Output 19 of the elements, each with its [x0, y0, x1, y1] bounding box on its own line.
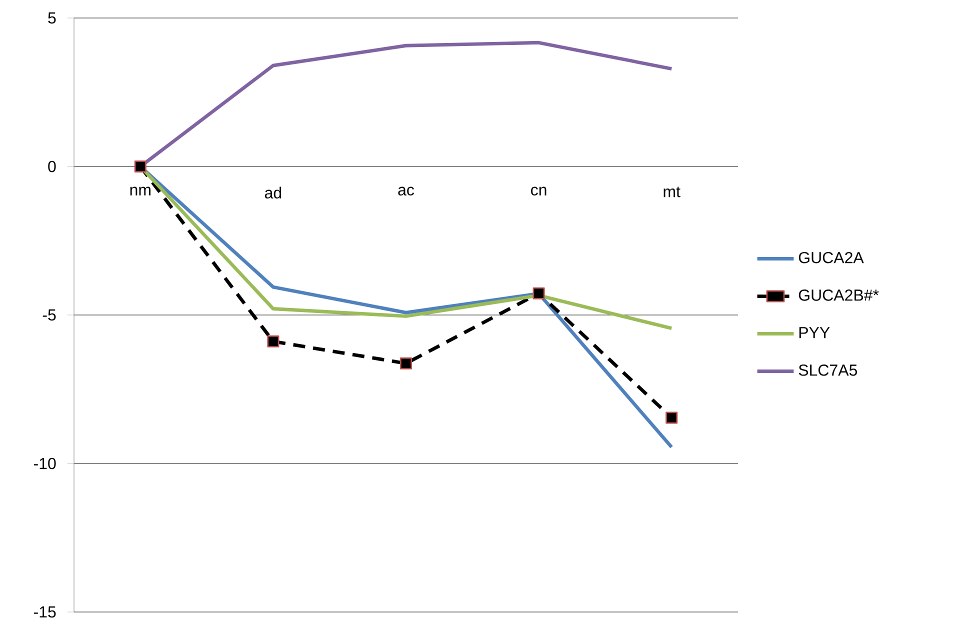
point: [532, 287, 545, 300]
x-tick-label: ac: [398, 186, 414, 196]
point: [666, 412, 678, 424]
point: [400, 357, 412, 370]
point: [267, 335, 280, 348]
y-tick-label: -10: [34, 458, 56, 470]
x-tick-label: ad: [264, 186, 282, 199]
y-tick-label: -5: [42, 309, 56, 321]
legend-label: GUCA2A: [798, 252, 864, 264]
legend-label: PYY: [799, 327, 830, 338]
legend-label: SLC7A5: [798, 364, 858, 376]
x-tick-label: cn: [531, 186, 546, 196]
x-tick-label: nm: [130, 186, 150, 196]
y-tick-label: -15: [34, 606, 56, 618]
y-tick-label: 0: [48, 160, 56, 172]
y-tick-label: 5: [48, 12, 56, 24]
x-tick-label: mt: [664, 186, 680, 198]
legend-label: GUCA2B#*: [798, 290, 879, 301]
point: [134, 160, 146, 173]
